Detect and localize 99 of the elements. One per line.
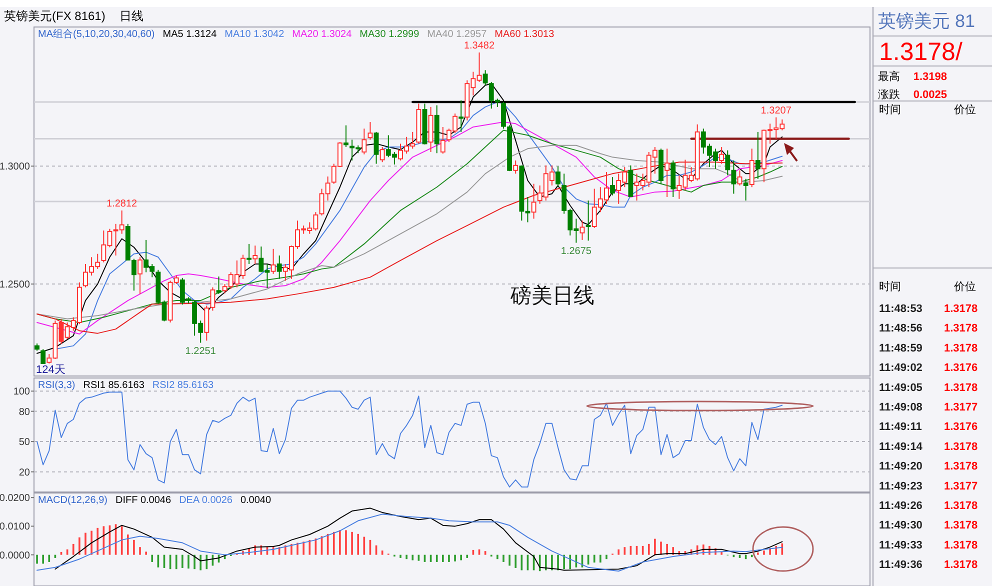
y-tick-label: 0.0000: [0, 550, 30, 562]
candlestick: [755, 131, 760, 180]
candlestick: [531, 183, 536, 220]
text: 11:49:11: [879, 421, 922, 434]
y-tick-label: 50: [18, 437, 30, 448]
candlestick: [138, 256, 142, 294]
text: 11:49:36: [879, 559, 922, 572]
candlestick: [362, 128, 367, 155]
text: 1.3178: [944, 500, 978, 512]
text: 涨跌: [878, 89, 900, 101]
annotation: 124天: [36, 364, 66, 376]
text: 1.3177: [944, 402, 978, 414]
line-series: [36, 390, 783, 488]
text: 0.0025: [913, 89, 947, 101]
text: MA20 1.3024: [292, 29, 352, 40]
text: DEA 0.0026: [179, 495, 233, 506]
text: MA10 1.3042: [224, 29, 285, 40]
y-tick-label: 100: [13, 386, 30, 398]
candlestick: [216, 276, 222, 294]
text: 1.2675: [560, 246, 592, 257]
candlestick: [719, 146, 724, 164]
y-tick-label: 20: [18, 467, 30, 478]
text: 1.3176: [944, 421, 978, 434]
y-tick-label: 0.0100: [0, 522, 30, 533]
candlestick: [513, 160, 518, 174]
text: 1.3178: [944, 322, 978, 335]
candlestick: [743, 178, 748, 202]
text: 11:49:08: [879, 402, 922, 414]
candlestick: [586, 200, 591, 242]
text: 1.3178: [944, 440, 978, 453]
legend-title: RSI(3,3): [38, 380, 76, 391]
text: 11:49:02: [879, 362, 922, 374]
y-tick-label: 1.2500: [0, 280, 30, 291]
candlestick: [270, 248, 276, 274]
candlestick: [246, 243, 252, 264]
text: 1.2251: [185, 346, 216, 357]
text: 价位: [953, 281, 976, 293]
text: MA30 1.2999: [360, 29, 420, 40]
text: MA60 1.3013: [494, 29, 555, 40]
text: 1.2812: [106, 198, 138, 210]
text: 11:49:33: [879, 539, 922, 552]
candlestick: [276, 255, 282, 280]
candlestick: [440, 126, 446, 154]
text: 1.3178: [944, 342, 978, 354]
text: 1.3207: [760, 105, 792, 116]
candlestick: [374, 131, 379, 164]
text: 时间: [879, 280, 901, 293]
text: 1.3177: [944, 480, 978, 492]
candlestick: [731, 160, 736, 194]
text: 1.3198: [913, 71, 947, 83]
text: 1.3178: [944, 303, 978, 315]
text: 英镑美元 81: [878, 11, 976, 31]
y-tick-label: 1.3000: [0, 162, 30, 173]
y-tick-label: 80: [18, 406, 30, 418]
candlestick: [725, 150, 730, 176]
text: RSI2 85.6163: [152, 380, 214, 391]
text: MA40 1.2957: [427, 29, 488, 40]
candlestick: [368, 122, 373, 140]
y-tick-label: 0.0200: [0, 493, 30, 504]
candlestick: [344, 124, 348, 148]
text: 价位: [953, 104, 976, 116]
annotation: 磅美日线: [509, 284, 594, 308]
text: 1.3176: [944, 362, 978, 374]
text: 11:49:14: [879, 440, 924, 453]
text: 1.3178: [944, 539, 978, 552]
text: 1.3482: [464, 40, 495, 52]
text: 11:49:30: [879, 520, 922, 532]
text: DIFF 0.0046: [115, 495, 172, 506]
candlestick: [556, 166, 560, 188]
annotation: 0.0040: [240, 495, 272, 506]
annotation: RSI1 85.6163: [83, 380, 145, 391]
text: 1.3178: [944, 559, 978, 572]
text: 时间: [879, 103, 901, 116]
text: 11:48:56: [879, 322, 922, 335]
line-series: [36, 162, 783, 334]
candlestick: [380, 146, 385, 163]
chart-title: 英镑美元(FX 8161): [4, 9, 106, 23]
text: 11:49:20: [879, 460, 922, 473]
candlestick: [40, 348, 46, 364]
text: 11:49:05: [879, 382, 922, 394]
candlestick: [610, 176, 616, 196]
candlestick: [458, 100, 464, 132]
text: 1.3178/: [879, 38, 962, 66]
text: 1.3178: [944, 382, 978, 394]
candlestick: [580, 220, 585, 240]
text: 11:49:26: [879, 500, 922, 512]
text: 1.3178: [944, 520, 978, 532]
candlestick: [664, 148, 670, 198]
text: 11:48:59: [879, 342, 922, 354]
legend-title: MA组合(5,10,20,30,40,60): [38, 28, 155, 40]
candlestick: [252, 245, 258, 264]
chart-subtitle: 日线: [119, 9, 144, 23]
text: MA5 1.3124: [162, 29, 218, 40]
text: 1.3178: [944, 460, 978, 473]
legend-title: MACD(12,26,9): [38, 495, 108, 506]
text: 11:48:53: [879, 303, 922, 315]
text: 11:49:23: [879, 480, 922, 492]
text: 最高: [878, 70, 900, 83]
candlestick: [737, 170, 742, 186]
